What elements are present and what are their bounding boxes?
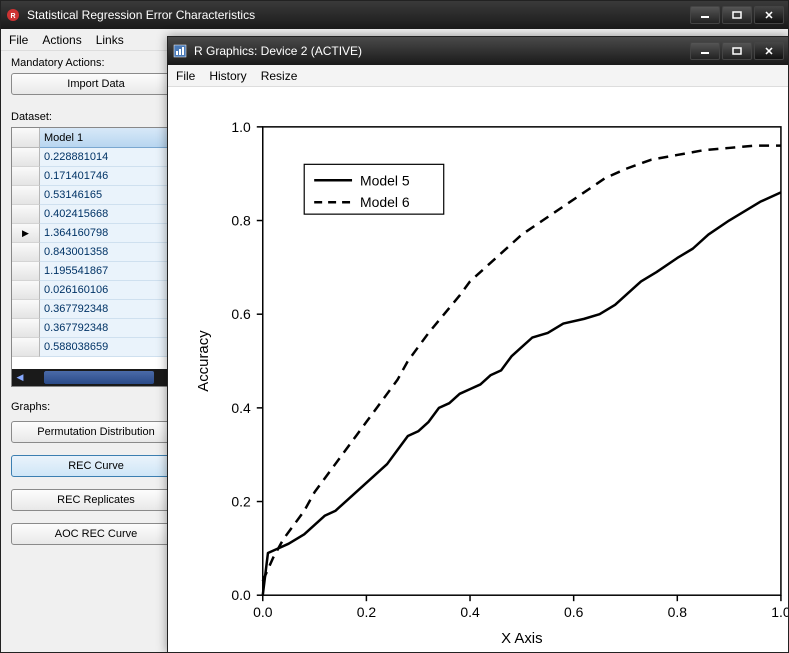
- main-titlebar: R Statistical Regression Error Character…: [1, 1, 788, 29]
- r-menu-resize[interactable]: Resize: [261, 69, 298, 83]
- svg-text:0.4: 0.4: [460, 604, 480, 620]
- row-header: [12, 148, 40, 167]
- grid-cell[interactable]: 0.171401746: [40, 167, 180, 186]
- row-header: [12, 167, 40, 186]
- aoc-rec-curve-button[interactable]: AOC REC Curve: [11, 523, 181, 545]
- svg-text:0.2: 0.2: [357, 604, 377, 620]
- main-window-title: Statistical Regression Error Characteris…: [27, 8, 690, 22]
- r-graphics-icon: [172, 43, 188, 59]
- row-header: [12, 205, 40, 224]
- grid-cell[interactable]: 0.026160106: [40, 281, 180, 300]
- table-row[interactable]: 0.588038659: [12, 338, 180, 357]
- grid-cell[interactable]: 0.228881014: [40, 148, 180, 167]
- grid-cell[interactable]: 0.367792348: [40, 319, 180, 338]
- grid-column-header[interactable]: Model 1: [40, 128, 180, 148]
- menu-file[interactable]: File: [9, 33, 28, 47]
- grid-cell[interactable]: 0.53146165: [40, 186, 180, 205]
- svg-text:0.6: 0.6: [231, 306, 251, 322]
- r-menubar: File History Resize: [168, 65, 788, 87]
- grid-cell[interactable]: 0.843001358: [40, 243, 180, 262]
- r-titlebar: R Graphics: Device 2 (ACTIVE) ✕: [168, 37, 788, 65]
- svg-text:0.0: 0.0: [253, 604, 273, 620]
- row-header: [12, 262, 40, 281]
- row-header: [12, 243, 40, 262]
- row-header: [12, 300, 40, 319]
- svg-text:Accuracy: Accuracy: [195, 330, 212, 392]
- grid-cell[interactable]: 1.195541867: [40, 262, 180, 281]
- row-header: [12, 186, 40, 205]
- svg-text:R: R: [10, 13, 15, 20]
- table-row[interactable]: 0.026160106: [12, 281, 180, 300]
- r-menu-history[interactable]: History: [209, 69, 246, 83]
- menu-links[interactable]: Links: [96, 33, 124, 47]
- table-row[interactable]: 1.195541867: [12, 262, 180, 281]
- grid-cell[interactable]: 0.588038659: [40, 338, 180, 357]
- row-header: [12, 338, 40, 357]
- svg-text:0.8: 0.8: [231, 213, 251, 229]
- svg-text:0.6: 0.6: [564, 604, 584, 620]
- grid-corner: [12, 128, 40, 148]
- table-row[interactable]: 0.402415668: [12, 205, 180, 224]
- table-row[interactable]: 0.367792348: [12, 319, 180, 338]
- svg-text:1.0: 1.0: [771, 604, 788, 620]
- rec-curve-button[interactable]: REC Curve: [11, 455, 181, 477]
- row-header: [12, 319, 40, 338]
- minimize-button[interactable]: [690, 6, 720, 24]
- table-row[interactable]: 0.171401746: [12, 167, 180, 186]
- r-minimize-button[interactable]: [690, 42, 720, 60]
- scrollbar-thumb[interactable]: [44, 371, 154, 384]
- svg-text:0.0: 0.0: [231, 587, 251, 603]
- permutation-distribution-button[interactable]: Permutation Distribution: [11, 421, 181, 443]
- table-row[interactable]: 0.53146165: [12, 186, 180, 205]
- grid-cell[interactable]: 0.402415668: [40, 205, 180, 224]
- table-row[interactable]: 0.367792348: [12, 300, 180, 319]
- svg-text:X Axis: X Axis: [501, 630, 543, 647]
- plot-area: 0.0 0.2 0.4 0.6 0.8 1.0 0.0 0.2 0.4 0.6 0.8 1.0 X Ax…: [168, 87, 788, 652]
- import-data-button[interactable]: Import Data: [11, 73, 181, 95]
- r-window-title: R Graphics: Device 2 (ACTIVE): [194, 44, 690, 58]
- horizontal-scrollbar[interactable]: ◀ ▶: [12, 369, 180, 386]
- maximize-button[interactable]: [722, 6, 752, 24]
- grid-cell[interactable]: 1.364160798: [40, 224, 180, 243]
- svg-text:0.8: 0.8: [668, 604, 688, 620]
- row-header: ▶: [12, 224, 40, 243]
- table-row[interactable]: 0.843001358: [12, 243, 180, 262]
- grid-cell[interactable]: 0.367792348: [40, 300, 180, 319]
- menu-actions[interactable]: Actions: [42, 33, 81, 47]
- close-button[interactable]: ✕: [754, 6, 784, 24]
- svg-text:0.2: 0.2: [231, 494, 251, 510]
- r-close-button[interactable]: ✕: [754, 42, 784, 60]
- table-row[interactable]: 0.228881014: [12, 148, 180, 167]
- svg-text:1.0: 1.0: [231, 119, 251, 135]
- row-header: [12, 281, 40, 300]
- svg-text:Model 5: Model 5: [360, 172, 410, 188]
- table-row[interactable]: ▶ 1.364160798: [12, 224, 180, 243]
- dataset-grid[interactable]: Model 1 0.2288810140.1714017460.53146165…: [11, 127, 181, 387]
- current-row-indicator-icon: ▶: [22, 228, 29, 239]
- svg-text:0.4: 0.4: [231, 400, 251, 416]
- svg-text:Model 6: Model 6: [360, 194, 410, 210]
- rec-curve-chart: 0.0 0.2 0.4 0.6 0.8 1.0 0.0 0.2 0.4 0.6 0.8 1.0 X Ax…: [168, 87, 788, 652]
- r-maximize-button[interactable]: [722, 42, 752, 60]
- rec-replicates-button[interactable]: REC Replicates: [11, 489, 181, 511]
- scroll-left-arrow[interactable]: ◀: [12, 369, 28, 386]
- app-icon: R: [5, 7, 21, 23]
- r-menu-file[interactable]: File: [176, 69, 195, 83]
